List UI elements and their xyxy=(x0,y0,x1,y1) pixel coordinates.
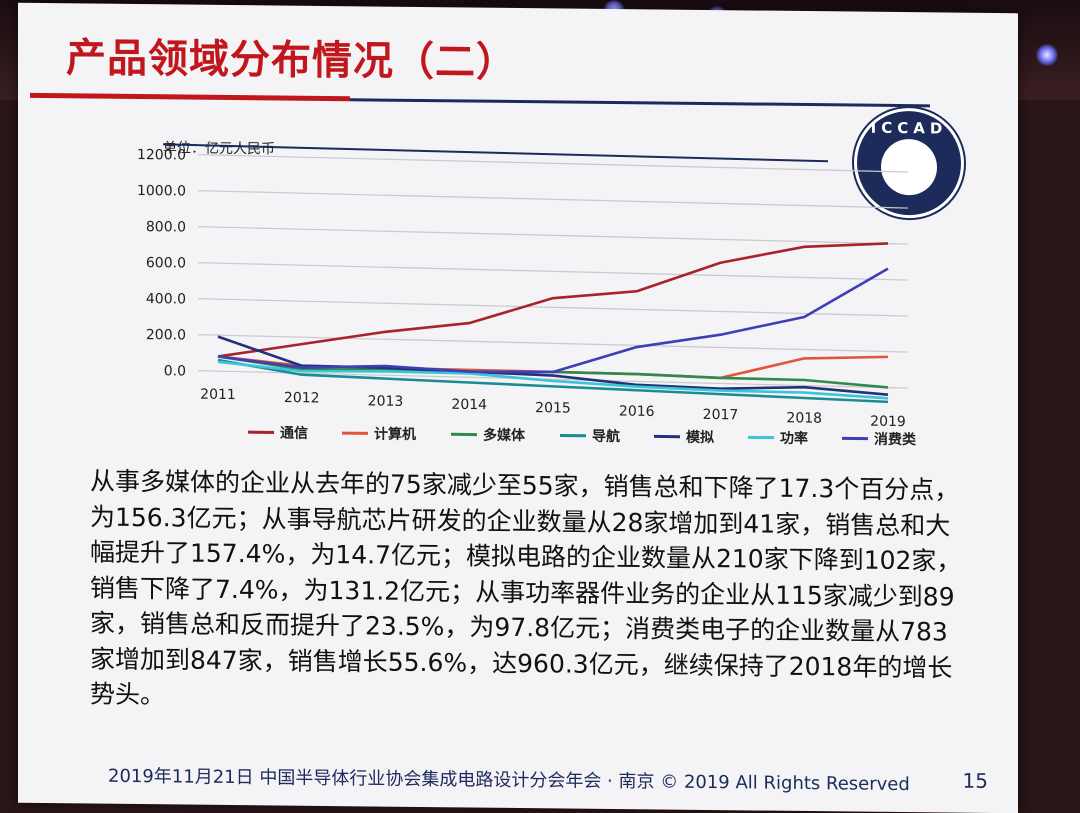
x-tick-label: 2019 xyxy=(870,414,906,430)
y-tick-label: 0.0 xyxy=(164,363,186,379)
y-tick-label: 800.0 xyxy=(146,219,186,235)
slide-footer: 2019年11月21日 中国半导体行业协会集成电路设计分会年会 · 南京 © 2… xyxy=(108,762,988,797)
legend-label: 多媒体 xyxy=(483,427,526,444)
series-line-通信 xyxy=(218,236,888,363)
x-tick-label: 2016 xyxy=(619,404,655,420)
series-line-消费类 xyxy=(218,262,888,376)
chart-gridline xyxy=(198,263,908,280)
x-tick-label: 2013 xyxy=(368,393,404,409)
y-tick-label: 200.0 xyxy=(146,327,186,343)
stage-light-icon xyxy=(1036,44,1058,66)
x-tick-label: 2017 xyxy=(703,407,739,423)
x-tick-label: 2011 xyxy=(200,387,236,403)
y-tick-label: 600.0 xyxy=(146,255,186,271)
chart-gridline xyxy=(198,191,908,208)
y-tick-label: 400.0 xyxy=(146,291,186,307)
chart-gridline xyxy=(198,299,908,316)
legend-label: 模拟 xyxy=(686,429,714,446)
x-tick-label: 2018 xyxy=(786,410,822,426)
y-tick-label: 1000.0 xyxy=(137,183,186,200)
legend-label: 计算机 xyxy=(374,425,416,442)
page-number: 15 xyxy=(963,769,988,793)
x-tick-label: 2012 xyxy=(284,390,320,406)
legend-label: 消费类 xyxy=(874,431,917,448)
chart-gridline xyxy=(198,227,908,244)
chart-gridline xyxy=(198,155,908,172)
slide-body-text: 从事多媒体的企业从去年的75家减少至55家，销售总和下降了17.3个百分点，为1… xyxy=(90,464,970,722)
legend-label: 功率 xyxy=(780,430,808,447)
x-tick-label: 2014 xyxy=(451,397,487,413)
legend-label: 通信 xyxy=(280,425,308,442)
y-tick-label: 1200.0 xyxy=(137,147,186,164)
x-tick-label: 2015 xyxy=(535,400,571,416)
legend-label: 导航 xyxy=(592,428,620,445)
line-chart: 单位：亿元人民币0.0200.0400.0600.0800.01000.0120… xyxy=(18,3,1018,473)
footer-text: 2019年11月21日 中国半导体行业协会集成电路设计分会年会 · 南京 © 2… xyxy=(108,766,910,795)
